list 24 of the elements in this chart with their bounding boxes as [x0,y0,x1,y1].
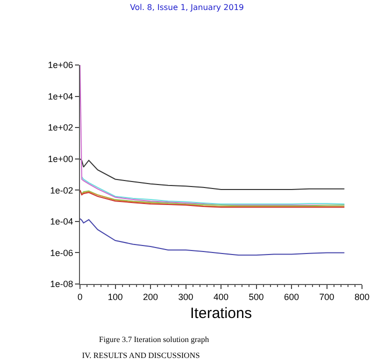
text: IV. RESULTS AND DISCUSSIONS [82,351,200,360]
caption: Figure 3.7 Iteration solution graph [99,335,209,344]
x-tick-label: 100 [108,292,123,302]
line-series [80,158,345,190]
x-tick-label: 0 [77,292,83,302]
y-tick-label: 1e-08 [50,279,74,290]
x-tick-label: 600 [284,292,300,302]
y-tick-label: 1e+04 [48,91,74,102]
line-series [81,176,345,204]
x-tick-label: 200 [142,292,158,302]
y-tick-label: 1e-04 [50,216,74,227]
x-tick-label: 400 [213,292,229,302]
text: Vol. 8, Issue 1, January 2019 [130,3,244,12]
y-tick-label: 1e+02 [48,122,74,133]
x-axis-title: Iterations [190,304,252,322]
line-series [80,218,345,256]
x-tick-label: 700 [319,292,334,302]
y-tick-label: 1e+00 [48,154,74,164]
y-tick-label: 1e-02 [50,185,74,196]
x-tick-label: 500 [248,292,264,302]
x-tick-label: 300 [178,292,194,302]
y-tick-label: 1e-06 [50,248,74,258]
y-tick-label: 1e+06 [48,60,74,70]
x-tick-label: 800 [354,292,370,302]
